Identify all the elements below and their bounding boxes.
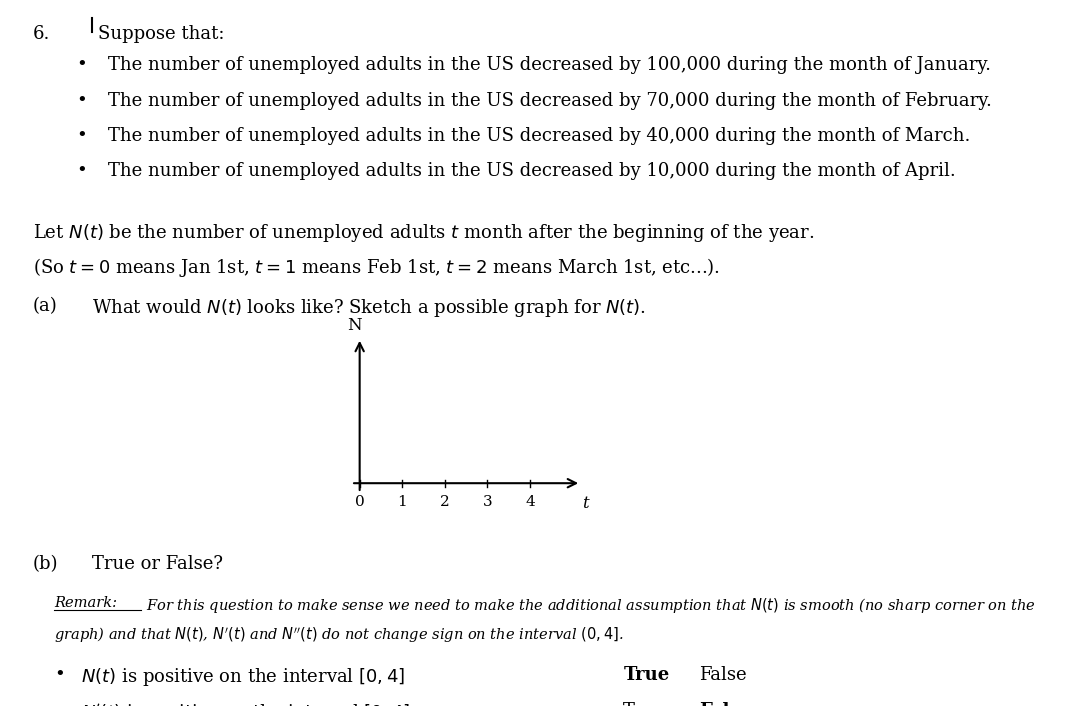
Text: •: • — [76, 56, 87, 74]
Text: $N'(t)$ is positive on the interval $[0,4]$: $N'(t)$ is positive on the interval $[0,… — [81, 702, 411, 706]
Text: t: t — [582, 496, 589, 513]
Text: Remark:: Remark: — [54, 596, 117, 610]
Text: The number of unemployed adults in the US decreased by 100,000 during the month : The number of unemployed adults in the U… — [108, 56, 992, 74]
Text: False: False — [699, 666, 747, 684]
Text: The number of unemployed adults in the US decreased by 10,000 during the month o: The number of unemployed adults in the U… — [108, 162, 956, 180]
Text: Suppose that:: Suppose that: — [98, 25, 224, 42]
Text: $N(t)$ is positive on the interval $[0,4]$: $N(t)$ is positive on the interval $[0,4… — [81, 666, 405, 688]
Text: 3: 3 — [482, 496, 492, 509]
Text: (b): (b) — [33, 555, 59, 573]
Text: 4: 4 — [525, 496, 534, 509]
Text: 2: 2 — [440, 496, 450, 509]
Text: •: • — [76, 92, 87, 109]
Text: True or False?: True or False? — [92, 555, 223, 573]
Text: False: False — [699, 702, 751, 706]
Text: (So $t = 0$ means Jan 1st, $t = 1$ means Feb 1st, $t=2$ means March 1st, etc...): (So $t = 0$ means Jan 1st, $t = 1$ means… — [33, 256, 720, 280]
Text: True: True — [623, 666, 670, 684]
Text: For this question to make sense we need to make the additional assumption that $: For this question to make sense we need … — [146, 596, 1036, 615]
Text: N: N — [347, 317, 362, 334]
Text: Let $N(t)$ be the number of unemployed adults $t$ month after the beginning of t: Let $N(t)$ be the number of unemployed a… — [33, 222, 814, 244]
Text: The number of unemployed adults in the US decreased by 40,000 during the month o: The number of unemployed adults in the U… — [108, 127, 971, 145]
Text: 0: 0 — [354, 496, 364, 509]
Text: True: True — [623, 702, 667, 706]
Text: What would $N(t)$ looks like? Sketch a possible graph for $N(t)$.: What would $N(t)$ looks like? Sketch a p… — [92, 297, 646, 319]
Text: (a): (a) — [33, 297, 57, 315]
Text: •: • — [54, 666, 65, 684]
Text: graph) and that $N(t)$, $N'(t)$ and $N''(t)$ do not change sign on the interval : graph) and that $N(t)$, $N'(t)$ and $N''… — [54, 626, 623, 645]
Text: •: • — [76, 162, 87, 180]
Text: 1: 1 — [398, 496, 408, 509]
Text: •: • — [54, 702, 65, 706]
Text: 6.: 6. — [33, 25, 50, 42]
Text: •: • — [76, 127, 87, 145]
Text: The number of unemployed adults in the US decreased by 70,000 during the month o: The number of unemployed adults in the U… — [108, 92, 992, 109]
